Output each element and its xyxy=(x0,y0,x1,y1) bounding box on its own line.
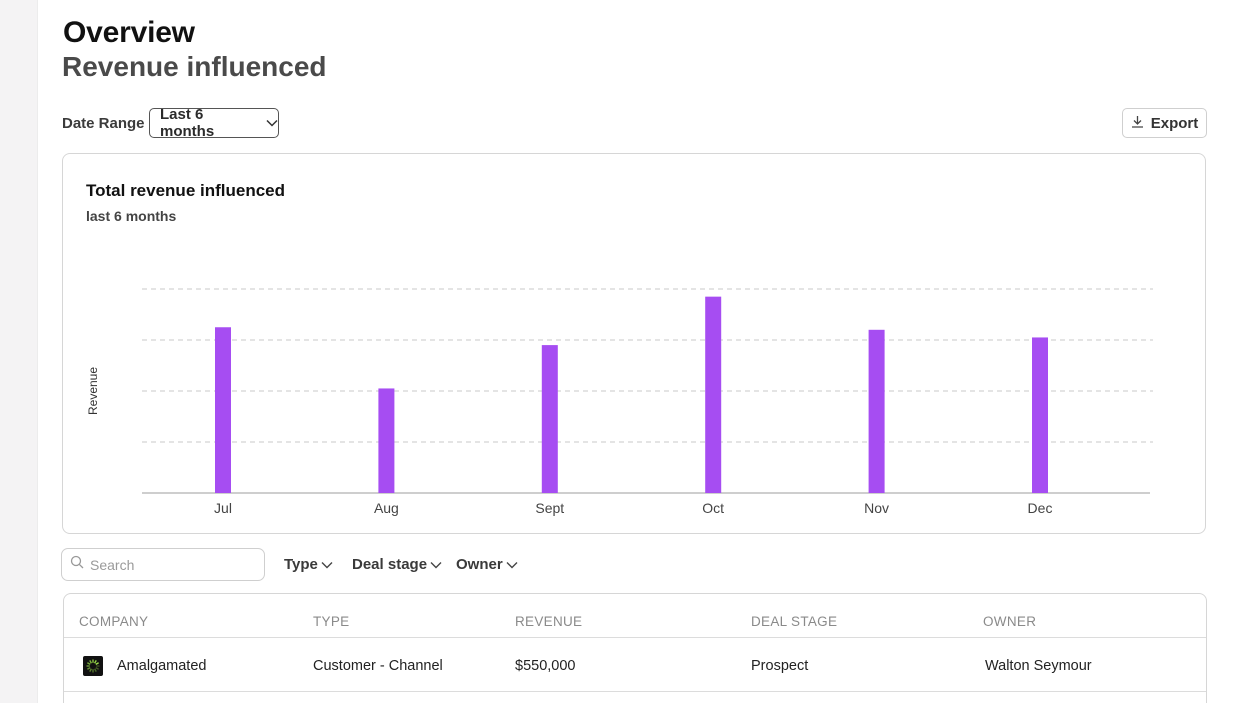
date-range-label: Date Range xyxy=(62,115,145,132)
search-box[interactable] xyxy=(61,548,265,581)
chevron-down-icon xyxy=(266,119,278,127)
column-header-type[interactable]: TYPE xyxy=(313,614,350,629)
search-input[interactable] xyxy=(90,556,250,573)
revenue-table: COMPANY TYPE REVENUE DEAL STAGE OWNER Am… xyxy=(63,593,1207,703)
deal-stage-filter-dropdown[interactable]: Deal stage xyxy=(352,556,442,573)
owner-cell: Walton Seymour xyxy=(985,658,1092,674)
x-tick-label: Nov xyxy=(864,500,889,516)
x-tick-label: Dec xyxy=(1028,500,1053,516)
page-title: Overview xyxy=(63,16,195,49)
row-divider xyxy=(64,691,1206,692)
left-sidebar xyxy=(0,0,38,703)
bar-aug[interactable] xyxy=(378,388,395,493)
x-tick-label: Aug xyxy=(374,500,399,516)
deal-stage-filter-label: Deal stage xyxy=(352,556,428,573)
column-header-deal-stage[interactable]: DEAL STAGE xyxy=(751,614,838,629)
column-header-revenue[interactable]: REVENUE xyxy=(515,614,583,629)
column-header-company[interactable]: COMPANY xyxy=(79,614,149,629)
chart-subtitle: last 6 months xyxy=(86,208,177,224)
search-icon xyxy=(70,555,84,574)
date-range-value: Last 6 months xyxy=(160,106,215,140)
owner-filter-label: Owner xyxy=(456,556,503,573)
type-filter-dropdown[interactable]: Type xyxy=(284,556,333,573)
y-axis-label: Revenue xyxy=(86,367,100,415)
date-range-dropdown[interactable]: Last 6 months xyxy=(149,106,279,140)
revenue-chart-card: Total revenue influenced last 6 months R… xyxy=(62,153,1206,534)
owner-filter-dropdown[interactable]: Owner xyxy=(456,556,518,573)
chevron-down-icon xyxy=(506,556,518,573)
chevron-down-icon xyxy=(430,556,442,573)
x-tick-label: Oct xyxy=(702,500,724,516)
page-subtitle: Revenue influenced xyxy=(62,51,327,82)
deal-stage-cell: Prospect xyxy=(751,658,809,674)
export-button[interactable]: Export xyxy=(1122,108,1207,138)
chart-title: Total revenue influenced xyxy=(86,181,286,200)
x-tick-label: Jul xyxy=(214,500,232,516)
bar-sept[interactable] xyxy=(541,345,558,493)
revenue-bar-chart: Revenue Jul Aug Sept Oct Nov Dec xyxy=(86,288,1153,516)
chevron-down-icon xyxy=(321,556,333,573)
company-cell: Amalgamated xyxy=(117,658,207,674)
export-label: Export xyxy=(1150,114,1199,132)
x-tick-label: Sept xyxy=(535,500,564,516)
type-filter-label: Type xyxy=(284,556,318,573)
bar-nov[interactable] xyxy=(868,329,885,493)
column-header-owner[interactable]: OWNER xyxy=(983,614,1037,629)
bar-oct[interactable] xyxy=(705,296,722,493)
bar-jul[interactable] xyxy=(215,327,231,493)
type-cell: Customer - Channel xyxy=(313,658,443,674)
bar-dec[interactable] xyxy=(1032,337,1048,493)
header-divider xyxy=(64,637,1206,638)
revenue-cell: $550,000 xyxy=(515,658,576,674)
spinner-logo-icon xyxy=(83,656,103,676)
download-icon xyxy=(1131,115,1144,132)
